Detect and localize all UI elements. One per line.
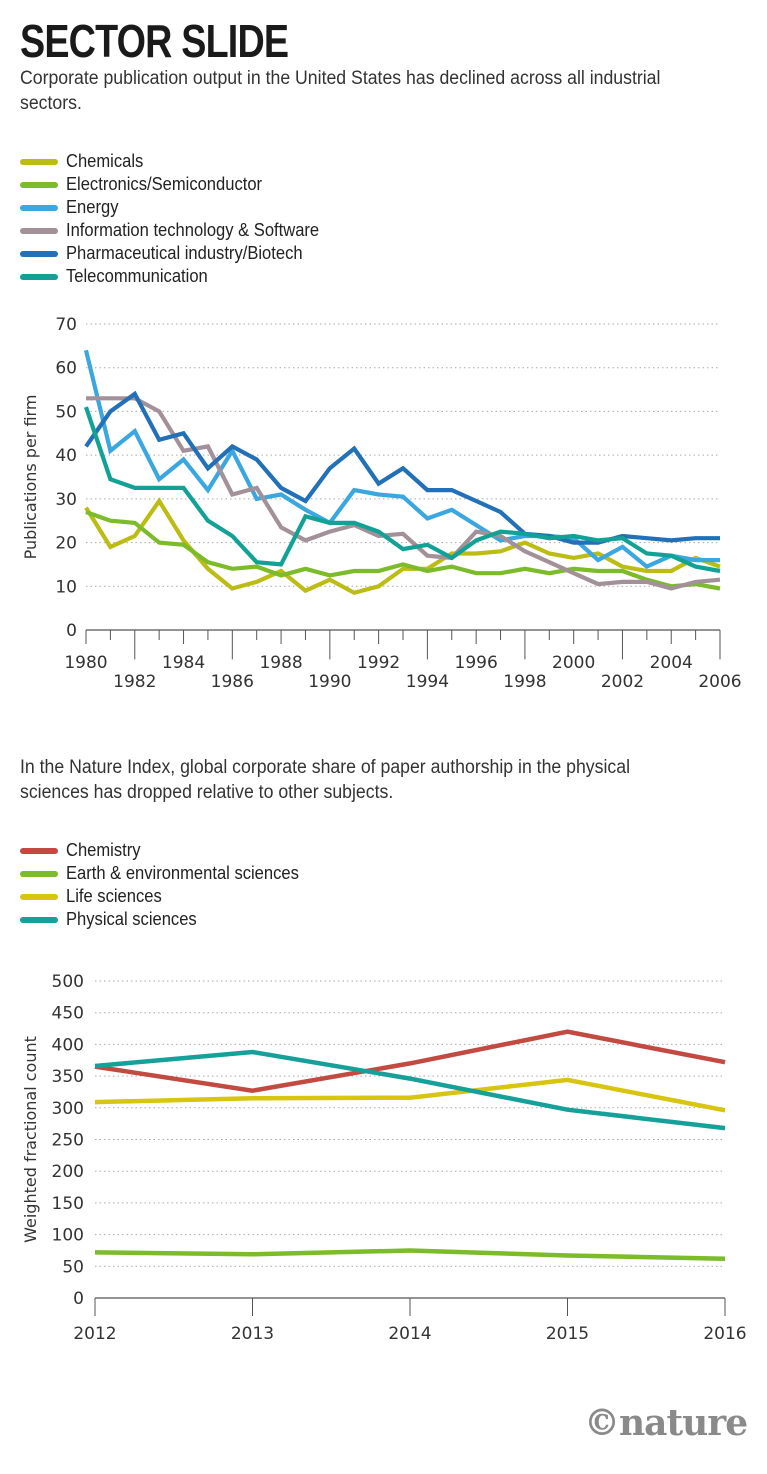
legend-item-chemistry: Chemistry <box>20 839 319 862</box>
y-tick-label: 500 <box>52 972 84 992</box>
y-tick-label: 250 <box>52 1131 84 1151</box>
y-tick-label: 0 <box>66 621 77 641</box>
series-line-electronics-semiconductor <box>85 510 721 591</box>
legend-label: Chemicals <box>66 151 144 171</box>
chart2-weighted-fractional-count: 0 50 100 150 200 250 300 350 400 450 500 Weighted f… <box>21 972 747 1344</box>
legend-swatch <box>20 273 58 280</box>
legend-swatch <box>20 893 58 900</box>
series-line-earth-environmental-sciences <box>94 1248 726 1261</box>
x-tick-label: 2006 <box>698 672 741 692</box>
x-tick-label: 2002 <box>601 672 644 692</box>
legend-label: Physical sciences <box>66 909 197 929</box>
x-tick-label: 1992 <box>357 653 400 673</box>
legend-swatch <box>20 847 58 854</box>
legend-swatch <box>20 227 58 234</box>
y-axis-title: Weighted fractional count <box>21 1036 40 1243</box>
legend-label: Electronics/Semiconductor <box>66 174 263 194</box>
y-axis-title: Publications per firm <box>21 395 40 560</box>
legend-item-information-technology-software: Information technology & Software <box>20 219 341 242</box>
legend-item-energy: Energy <box>20 196 341 219</box>
x-tick-label: 1982 <box>113 672 156 692</box>
chart1-publications-per-firm: 0 10 20 30 40 50 60 70 Publications per firm 1980… <box>21 315 742 692</box>
y-tick-label: 300 <box>52 1099 84 1119</box>
x-tick-label: 1986 <box>211 672 254 692</box>
legend-label: Chemistry <box>66 840 141 860</box>
legend-item-electronics-semiconductor: Electronics/Semiconductor <box>20 173 341 196</box>
chart1-legend: Chemicals Electronics/Semiconductor Energy… <box>20 150 341 288</box>
legend-swatch <box>20 181 58 188</box>
y-tick-label: 0 <box>73 1289 84 1309</box>
x-tick-label: 2016 <box>703 1324 746 1344</box>
y-tick-label: 30 <box>55 490 77 510</box>
y-tick-label: 10 <box>55 577 77 597</box>
y-tick-label: 50 <box>55 402 77 422</box>
x-tick-label: 1998 <box>503 672 546 692</box>
y-tick-label: 40 <box>55 446 77 466</box>
legend-label: Energy <box>66 197 119 217</box>
legend-label: Earth & environmental sciences <box>66 863 299 883</box>
legend-swatch <box>20 870 58 877</box>
legend-item-earth-environmental-sciences: Earth & environmental sciences <box>20 862 319 885</box>
x-tick-label: 1990 <box>308 672 351 692</box>
legend-label: Telecommunication <box>66 266 208 286</box>
series-line-life-sciences <box>94 1077 726 1113</box>
legend-swatch <box>20 916 58 923</box>
x-tick-label: 1988 <box>259 653 302 673</box>
series-line-energy <box>83 349 720 570</box>
y-tick-label: 450 <box>52 1004 84 1024</box>
chart2-legend: Chemistry Earth & environmental sciences L… <box>20 839 319 931</box>
x-tick-label: 1984 <box>162 653 205 673</box>
legend-item-telecommunication: Telecommunication <box>20 265 341 288</box>
legend-swatch <box>20 204 58 211</box>
x-tick-label: 2000 <box>552 653 595 673</box>
x-tick-label: 2004 <box>650 653 693 673</box>
x-tick-label: 1994 <box>406 672 449 692</box>
y-tick-label: 350 <box>52 1067 84 1087</box>
legend-label: Pharmaceutical industry/Biotech <box>66 243 303 263</box>
legend-item-chemicals: Chemicals <box>20 150 341 173</box>
y-tick-label: 50 <box>62 1257 84 1277</box>
series-line-chemistry <box>94 1029 726 1093</box>
x-tick-label: 1996 <box>455 653 498 673</box>
y-tick-label: 20 <box>55 534 77 554</box>
x-tick-label: 2012 <box>73 1324 116 1344</box>
y-tick-label: 200 <box>52 1162 84 1182</box>
series-line-information-technology-software <box>86 396 721 591</box>
y-tick-label: 70 <box>55 315 77 335</box>
legend-item-physical-sciences: Physical sciences <box>20 908 319 931</box>
series-line-physical-sciences <box>94 1049 726 1131</box>
y-tick-label: 100 <box>52 1226 84 1246</box>
series-line-telecommunication <box>84 406 721 574</box>
chart2-subtitle: In the Nature Index, global corporate sh… <box>20 757 631 803</box>
legend-swatch <box>20 250 58 257</box>
y-tick-label: 400 <box>52 1035 84 1055</box>
legend-item-life-sciences: Life sciences <box>20 885 319 908</box>
legend-item-pharmaceutical-industry-biotech: Pharmaceutical industry/Biotech <box>20 242 341 265</box>
page-title: SECTOR SLIDE <box>20 15 289 67</box>
legend-swatch <box>20 158 58 165</box>
x-tick-label: 2015 <box>546 1324 589 1344</box>
x-tick-label: 1980 <box>64 653 107 673</box>
legend-label: Life sciences <box>66 886 162 906</box>
y-tick-label: 60 <box>55 359 77 379</box>
chart1-subtitle: Corporate publication output in the Unit… <box>20 68 661 114</box>
x-tick-label: 2014 <box>388 1324 431 1344</box>
x-tick-label: 2013 <box>231 1324 274 1344</box>
legend-label: Information technology & Software <box>66 220 320 240</box>
y-tick-label: 150 <box>52 1194 84 1214</box>
nature-logo: ©nature <box>584 1402 748 1444</box>
